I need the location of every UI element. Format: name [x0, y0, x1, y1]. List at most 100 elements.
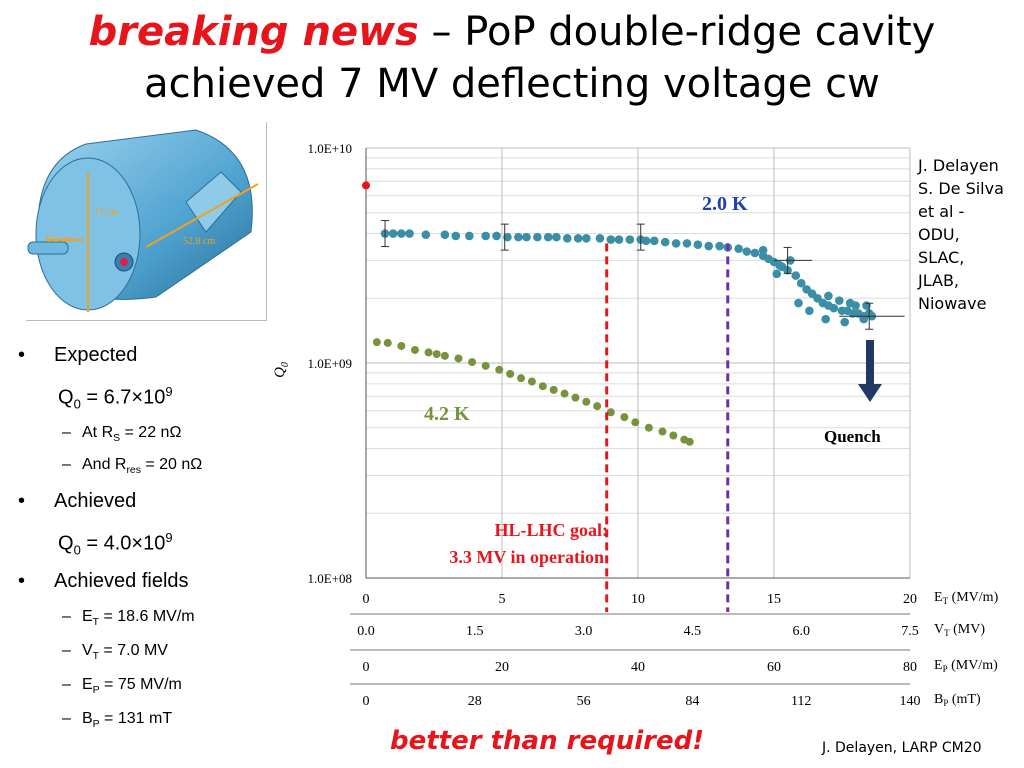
data-point-2k	[783, 265, 792, 275]
title-line-1: breaking news – PoP double-ridge cavity	[0, 6, 1024, 58]
x-tick-label: 4.5	[684, 624, 702, 639]
data-point-2k	[824, 301, 833, 310]
x-axis-label: BP (mT)	[934, 692, 981, 708]
data-point-2k	[606, 235, 616, 244]
data-point-2k	[650, 236, 659, 246]
data-point-2k	[805, 306, 814, 316]
data-point-2k	[481, 231, 490, 241]
x-tick-label: 84	[685, 694, 699, 709]
data-point-2k	[573, 234, 583, 243]
x-tick-label: 15	[767, 592, 781, 607]
title-line-2: achieved 7 MV deflecting voltage cw	[144, 61, 880, 107]
data-point-2k	[829, 303, 839, 313]
x-tick-label: 20	[495, 660, 509, 675]
data-point-2k	[851, 301, 860, 310]
credit-line: ODU,	[918, 225, 960, 244]
expected-rs: – At RS = 22 nΩ	[62, 424, 182, 445]
data-point-2k	[522, 232, 531, 242]
credit-line: J. Delayen	[918, 156, 999, 175]
credit-line: Niowave	[918, 294, 987, 313]
data-point-2k	[834, 296, 844, 305]
expected-q0: Q0 = 6.7×109	[58, 384, 173, 412]
data-point-2k	[734, 244, 743, 254]
data-point-4k	[593, 402, 602, 411]
label-4k: 4.2 K	[424, 403, 470, 425]
data-point-4k	[685, 437, 694, 446]
data-point-2k	[802, 285, 811, 294]
achieved-q0: Q0 = 4.0×109	[58, 530, 173, 558]
field-ep: – EP = 75 MV/m	[62, 676, 182, 697]
x-tick-label: 28	[468, 694, 482, 709]
data-point-2k	[840, 317, 850, 327]
data-point-2k	[794, 298, 803, 308]
x-axis-label: EP (MV/m)	[934, 658, 998, 674]
y-axis-label: Q0	[272, 362, 291, 378]
field-et: – ET = 18.6 MV/m	[62, 608, 195, 629]
x-tick-label: 112	[791, 694, 811, 709]
x-tick-label: 1.5	[466, 624, 484, 639]
data-point-4k	[582, 397, 591, 406]
data-point-2k	[775, 260, 784, 270]
title-rest: – PoP double-ridge cavity	[418, 9, 936, 55]
data-point-2k	[671, 239, 681, 248]
data-point-2k	[772, 269, 782, 279]
x-tick-label: 5	[499, 592, 506, 607]
data-point-2k	[796, 278, 806, 288]
data-point-2k	[533, 232, 542, 242]
data-point-4k	[454, 354, 463, 363]
expected-point	[362, 181, 370, 190]
x-axis-label: VT (MV)	[934, 622, 985, 638]
data-point-2k	[791, 271, 801, 280]
x-tick-label: 140	[900, 694, 921, 709]
cavity-length-label: 17 cm	[94, 207, 119, 218]
x-tick-label: 0.0	[357, 624, 375, 639]
data-point-2k	[845, 298, 855, 308]
data-point-2k	[854, 309, 863, 318]
credit-line: S. De Silva	[918, 179, 1004, 198]
data-point-2k	[660, 237, 670, 247]
slide-title: breaking news – PoP double-ridge cavity …	[0, 6, 1024, 110]
cavity-illustration: 17 cm 52.8 cm 8.1 cm	[26, 122, 267, 321]
data-point-2k	[715, 241, 724, 251]
x-tick-label: 0	[363, 660, 370, 675]
x-tick-label: 10	[631, 592, 645, 607]
data-point-4k	[440, 351, 449, 360]
x-tick-label: 7.5	[901, 624, 919, 639]
data-point-2k	[440, 230, 450, 240]
dimension-line-diameter	[145, 183, 259, 248]
field-bp: – BP = 131 mT	[62, 710, 173, 731]
title-highlight: breaking news	[88, 9, 419, 55]
cavity-gap-label: 8.1 cm	[46, 234, 73, 245]
y-tick-label: 1.0E+09	[307, 356, 352, 371]
data-point-4k	[658, 427, 667, 436]
data-point-2k	[807, 289, 817, 299]
data-point-2k	[465, 231, 474, 241]
field-vt: – VT = 7.0 MV	[62, 642, 168, 663]
x-tick-label: 56	[577, 694, 591, 709]
x-tick-label: 6.0	[792, 624, 810, 639]
data-point-2k	[380, 229, 390, 238]
data-point-4k	[606, 408, 615, 417]
y-tick-label: 1.0E+08	[307, 571, 352, 586]
data-point-2k	[641, 236, 651, 246]
data-point-2k	[543, 232, 553, 242]
data-point-2k	[405, 229, 414, 238]
data-point-4k	[383, 338, 392, 347]
data-point-4k	[680, 435, 689, 444]
y-tick-label: 1.0E+10	[307, 141, 352, 156]
data-point-2k	[562, 234, 572, 243]
label-2k: 2.0 K	[702, 193, 748, 215]
data-point-2k	[451, 231, 461, 241]
data-point-4k	[538, 382, 547, 391]
data-point-2k	[864, 309, 874, 318]
beam-pipe	[27, 241, 69, 255]
data-point-4k	[631, 418, 640, 427]
x-tick-label: 3.0	[575, 624, 593, 639]
data-point-4k	[560, 389, 569, 398]
cavity-diameter-label: 52.8 cm	[183, 236, 215, 247]
x-axis-label: ET (MV/m)	[934, 590, 999, 606]
quench-arrow-head	[858, 384, 882, 402]
data-point-4k	[527, 377, 536, 386]
data-point-2k	[818, 298, 828, 308]
data-point-2k	[693, 240, 703, 250]
